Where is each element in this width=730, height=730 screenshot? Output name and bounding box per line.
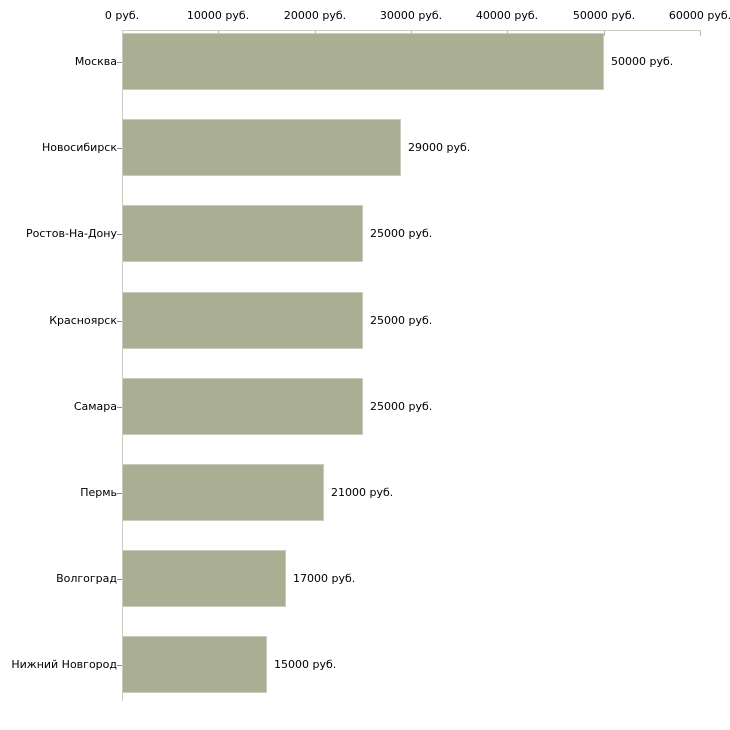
category-tick bbox=[117, 493, 122, 494]
category-tick bbox=[117, 665, 122, 666]
category-label: Красноярск bbox=[49, 314, 117, 327]
category-tick bbox=[117, 407, 122, 408]
bar bbox=[122, 464, 324, 521]
x-axis-tick-label: 60000 руб. bbox=[668, 9, 730, 22]
category-label: Москва bbox=[74, 55, 117, 68]
x-axis-tick bbox=[604, 31, 605, 36]
bar-value-label: 25000 руб. bbox=[370, 227, 433, 240]
category-tick bbox=[117, 62, 122, 63]
bar-value-label: 17000 руб. bbox=[293, 572, 356, 585]
category-label: Волгоград bbox=[56, 572, 117, 585]
bar bbox=[122, 205, 363, 262]
category-label: Нижний Новгород bbox=[11, 658, 117, 671]
bar-value-label: 50000 руб. bbox=[611, 55, 674, 68]
bar-value-label: 29000 руб. bbox=[408, 141, 471, 154]
bar bbox=[122, 33, 604, 90]
category-tick bbox=[117, 148, 122, 149]
bar-value-label: 25000 руб. bbox=[370, 314, 433, 327]
bar-value-label: 21000 руб. bbox=[331, 486, 394, 499]
category-label: Пермь bbox=[80, 486, 117, 499]
x-axis-tick-label: 40000 руб. bbox=[475, 9, 539, 22]
category-label: Ростов-На-Дону bbox=[25, 227, 117, 240]
category-tick bbox=[117, 234, 122, 235]
x-axis-tick bbox=[700, 31, 701, 36]
category-tick bbox=[117, 579, 122, 580]
x-axis-tick-label: 30000 руб. bbox=[379, 9, 443, 22]
category-tick bbox=[117, 321, 122, 322]
category-label: Новосибирск bbox=[41, 141, 117, 154]
x-axis-tick-label: 0 руб. bbox=[104, 9, 140, 22]
x-axis-tick-label: 10000 руб. bbox=[186, 9, 250, 22]
x-axis-tick-label: 50000 руб. bbox=[572, 9, 636, 22]
y-axis-line bbox=[122, 30, 123, 701]
bar bbox=[122, 378, 363, 435]
bar-value-label: 25000 руб. bbox=[370, 400, 433, 413]
bar bbox=[122, 636, 267, 693]
bar bbox=[122, 292, 363, 349]
bar bbox=[122, 550, 286, 607]
x-axis-line bbox=[122, 30, 701, 31]
category-label: Самара bbox=[73, 400, 117, 413]
bar-value-label: 15000 руб. bbox=[274, 658, 337, 671]
x-axis-tick-label: 20000 руб. bbox=[283, 9, 347, 22]
bar bbox=[122, 119, 401, 176]
